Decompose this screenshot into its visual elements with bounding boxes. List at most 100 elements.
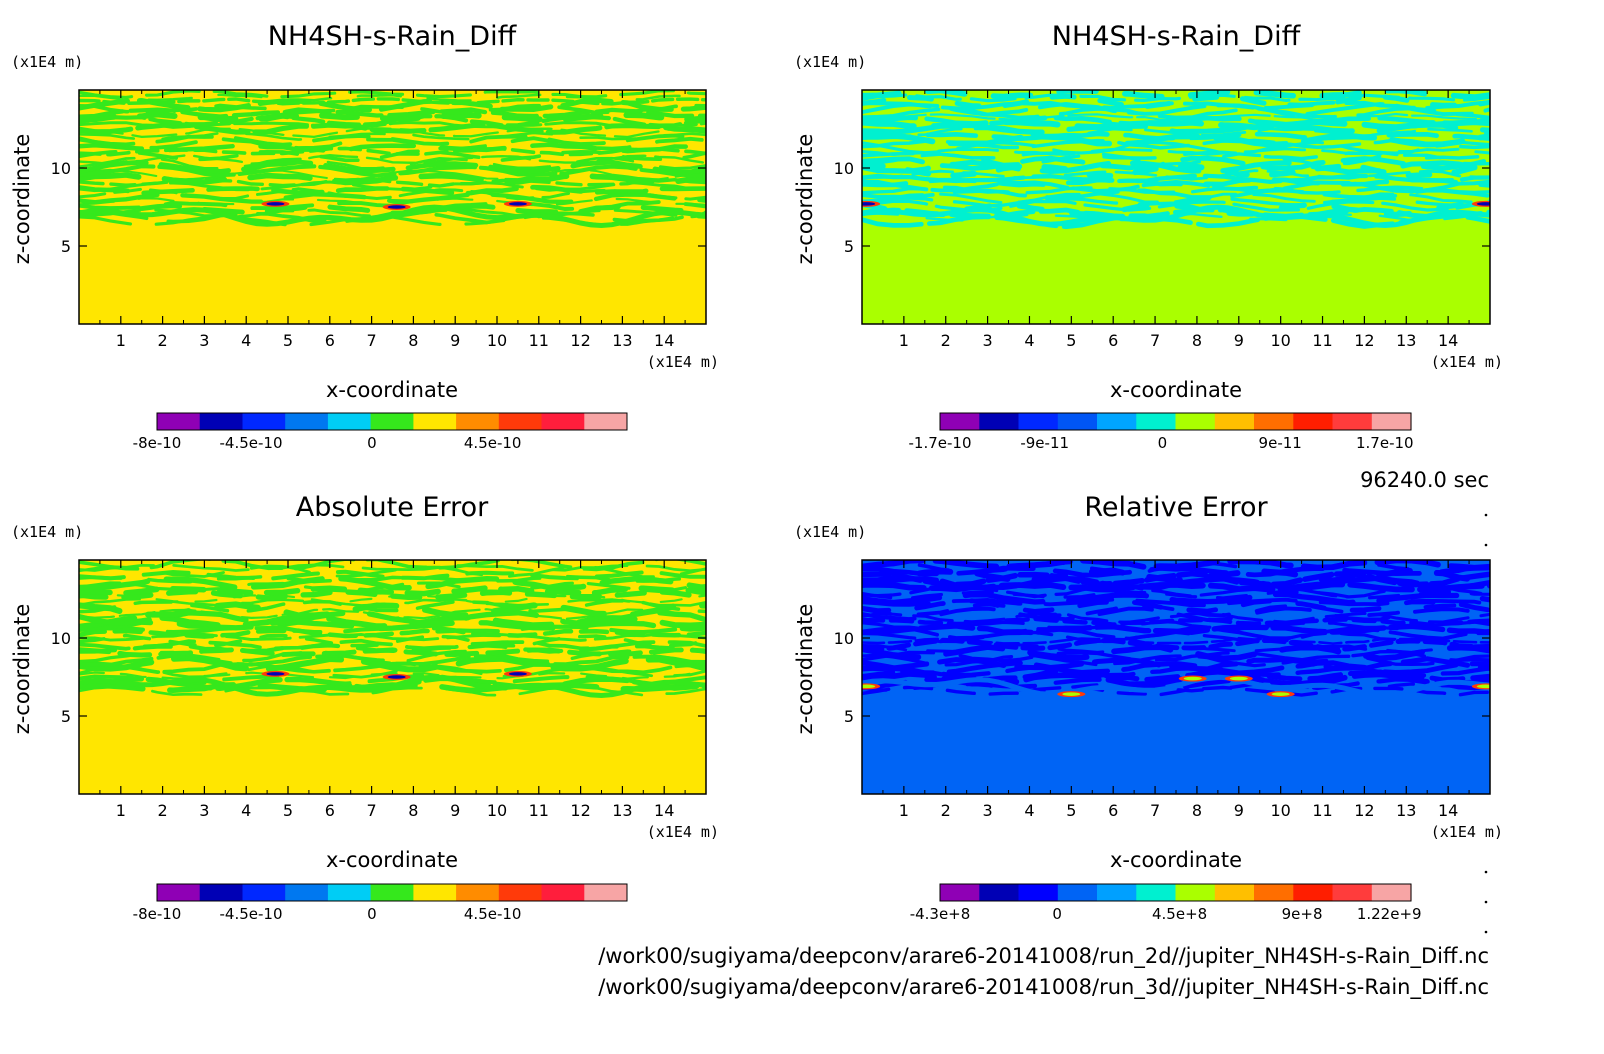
contour-stripe [862, 660, 1490, 676]
x-tick-label: 11 [1312, 801, 1332, 820]
contour-stripe [79, 156, 706, 170]
x-tick-label: 11 [529, 331, 549, 350]
x-tick-label: 7 [1150, 801, 1160, 820]
plot-dot [1484, 900, 1488, 904]
x-axis-label: x-coordinate [326, 378, 458, 402]
colorbar-segment [413, 413, 457, 430]
z-axis-label: z-coordinate [10, 134, 34, 265]
region-boundary [79, 204, 706, 229]
contour-stripe [79, 632, 706, 642]
contour-stripe [862, 591, 1490, 606]
region-boundary [862, 204, 1490, 229]
plot-dot [1484, 543, 1488, 547]
contour-stripe [79, 126, 706, 139]
feature-core [1062, 692, 1081, 696]
x-axis-label: x-coordinate [1110, 378, 1242, 402]
contour-stripe [862, 112, 1490, 122]
x-tick-label: 10 [487, 331, 507, 350]
contour-stripe [862, 649, 1490, 663]
colorbar-label: 0 [367, 434, 377, 452]
x-tick-label: 4 [1024, 801, 1034, 820]
contour-stripe [862, 155, 1490, 171]
colorbar-frame [939, 883, 1412, 902]
colorbar-segment [1175, 413, 1216, 430]
x-unit-label: (x1E4 m) [647, 353, 719, 371]
x-tick-label: 1 [899, 331, 909, 350]
contour-stripe [862, 570, 1490, 588]
z-tick-label: 5 [844, 237, 854, 256]
contour-stripe [79, 574, 706, 584]
contour-stripe [862, 206, 1490, 220]
colorbar-segment [1293, 413, 1334, 430]
contour-stripe [862, 102, 1490, 117]
x-unit-label: (x1E4 m) [1431, 353, 1503, 371]
colorbar-segment [242, 413, 286, 430]
x-tick-label: 3 [199, 331, 209, 350]
colorbar-label: 0 [1158, 434, 1168, 452]
colorbar-segment [1214, 413, 1255, 430]
contour-stripe [862, 597, 1490, 608]
x-unit-label: (x1E4 m) [647, 823, 719, 841]
z-tick-label: 5 [61, 707, 71, 726]
colorbar-segment [1332, 884, 1373, 901]
panel-title: NH4SH-s-Rain_Diff [1052, 21, 1302, 52]
x-tick-label: 13 [612, 801, 632, 820]
contour-field [862, 560, 1490, 794]
contour-stripe [79, 172, 706, 186]
colorbar-segment [979, 884, 1020, 901]
region-boundary [862, 674, 1490, 699]
z-axis-label: z-coordinate [793, 604, 817, 735]
x-unit-label: (x1E4 m) [1431, 823, 1503, 841]
colorbar-segment [1136, 884, 1177, 901]
x-tick-label: 14 [654, 801, 674, 820]
colorbar-label: -4.3e+8 [910, 905, 971, 923]
z-tick-label: 10 [834, 159, 854, 178]
x-tick-label: 9 [450, 801, 460, 820]
feature-core [387, 205, 406, 209]
colorbar-segment [242, 884, 286, 901]
colorbar-frame [939, 412, 1412, 431]
contour-stripe [79, 588, 706, 601]
x-tick-label: 12 [1354, 801, 1374, 820]
x-tick-label: 3 [199, 801, 209, 820]
contour-stripe [862, 212, 1490, 222]
contour-stripe [79, 142, 706, 154]
time-label: 96240.0 sec [1360, 468, 1489, 492]
colorbar-segment [199, 413, 243, 430]
contour-stripe [79, 569, 706, 582]
colorbar-segment [1254, 413, 1294, 430]
x-tick-label: 5 [1066, 801, 1076, 820]
contour-stripe [79, 633, 706, 648]
panel-4: Relative Error(x1E4 m)1 2 3 4 5 6 7 8 9 10 11 12 13 1… [793, 492, 1503, 923]
colorbar-label: 0 [367, 905, 377, 923]
colorbar-label: 4.5e-10 [464, 905, 522, 923]
x-tick-label: 8 [408, 331, 418, 350]
colorbar-segment [1254, 884, 1294, 901]
colorbar-segment [584, 413, 628, 430]
x-tick-label: 14 [654, 331, 674, 350]
contour-stripe [79, 653, 706, 667]
colorbar-segment [1371, 413, 1412, 430]
x-axis-label: x-coordinate [326, 848, 458, 872]
x-tick-label: 4 [1024, 331, 1034, 350]
contour-stripe [862, 140, 1490, 155]
colorbar-segment [541, 413, 585, 430]
contour-stripe [79, 597, 706, 607]
contour-stripe [862, 668, 1490, 683]
x-tick-label: 9 [450, 331, 460, 350]
contour-stripe [862, 188, 1490, 200]
colorbar-segment [1136, 413, 1177, 430]
contour-stripe [79, 97, 706, 106]
feature-core [862, 684, 876, 689]
contour-stripe [79, 111, 706, 123]
contour-stripe [79, 585, 706, 597]
z-tick-label: 10 [51, 159, 71, 178]
colorbar-segment [1175, 884, 1216, 901]
panel-title: NH4SH-s-Rain_Diff [268, 21, 518, 52]
contour-stripe [862, 93, 1490, 103]
contour-stripe [79, 599, 706, 614]
contour-stripe [862, 159, 1490, 175]
colorbar-segment [370, 413, 414, 430]
feature-core [1476, 202, 1490, 206]
contour-stripe [862, 611, 1490, 624]
